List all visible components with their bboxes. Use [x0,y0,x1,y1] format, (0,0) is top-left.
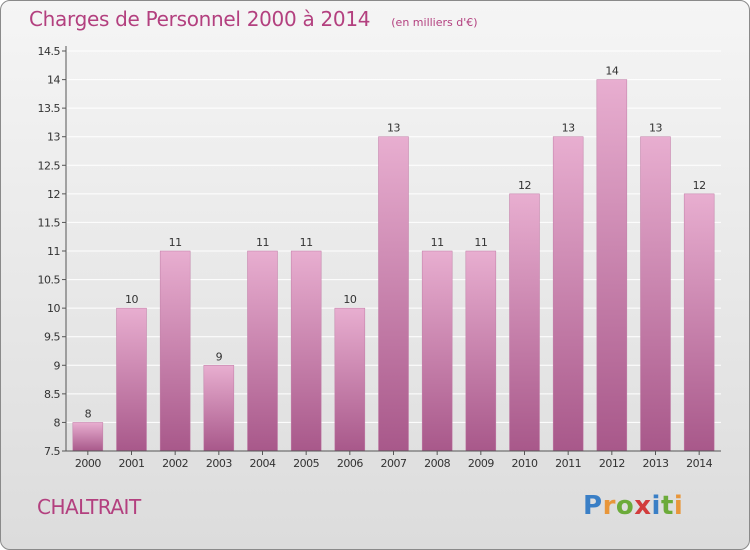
data-label: 13 [562,122,575,135]
logo-letter: i [651,491,661,521]
x-tick-label: 2004 [250,457,276,470]
x-tick-label: 2002 [162,457,188,470]
x-tick-label: 2014 [686,457,712,470]
bar-2009 [465,250,497,452]
logo-letter: P [583,491,603,521]
bar-2001 [116,307,147,452]
x-tick-label: 2009 [468,457,494,470]
data-label: 11 [474,236,487,249]
bar-2003 [203,365,235,452]
y-tick-label: 11.5 [38,216,61,229]
bar-2005 [290,250,322,452]
x-tick-label: 2006 [337,457,363,470]
y-tick-label: 11 [47,245,60,258]
data-label: 10 [343,293,356,306]
chart-title: Charges de Personnel 2000 à 2014 [29,7,371,31]
data-label: 13 [387,122,400,135]
logo-letter: r [602,491,616,521]
data-label: 11 [431,236,444,249]
proxiti-logo[interactable]: Proxiti [583,491,683,521]
y-tick-label: 12 [47,188,60,201]
title-line: Charges de Personnel 2000 à 2014 (en mil… [29,7,478,31]
data-label: 8 [85,407,92,420]
data-label: 11 [300,236,313,249]
data-label: 12 [518,179,531,192]
y-tick-label: 12.5 [38,159,61,172]
data-label: 11 [169,236,182,249]
y-tick-label: 13.5 [38,102,61,115]
bar-2013 [640,136,671,452]
bar-2004 [247,250,278,452]
bar-2008 [421,250,453,452]
y-tick-label: 10.5 [38,274,61,287]
y-tick-label: 13 [47,131,60,144]
chart-subtitle: (en milliers d'€) [391,16,478,29]
bar-2007 [378,136,409,452]
bar-2006 [334,307,366,452]
data-label: 9 [216,350,223,363]
x-tick-label: 2008 [424,457,450,470]
logo-letter: t [660,491,674,521]
y-tick-label: 9.5 [44,331,60,344]
logo-letter: o [615,491,635,521]
data-label: 10 [125,293,138,306]
x-tick-label: 2012 [599,457,625,470]
bar-2000 [72,422,104,452]
y-tick-label: 8 [54,416,61,429]
logo-letter: x [634,491,652,521]
x-tick-label: 2011 [555,457,581,470]
x-tick-label: 2000 [75,457,101,470]
bar-2002 [159,250,191,452]
data-label: 14 [605,65,618,78]
commune-name: CHALTRAIT [37,495,141,519]
data-label: 13 [649,122,662,135]
y-tick-label: 7.5 [44,445,60,458]
data-label: 12 [693,179,706,192]
x-tick-label: 2013 [643,457,669,470]
y-tick-label: 9 [54,359,61,372]
logo-letter: i [673,491,684,521]
x-tick-label: 2010 [512,457,538,470]
x-tick-label: 2001 [119,457,145,470]
bar-2011 [552,136,584,452]
x-tick-label: 2003 [206,457,232,470]
bar-2012 [596,79,628,452]
data-label: 11 [256,236,269,249]
y-tick-label: 14.5 [38,45,61,58]
y-tick-label: 10 [47,302,60,315]
bar-2010 [509,193,540,452]
y-tick-label: 14 [47,74,60,87]
x-tick-label: 2005 [293,457,319,470]
y-tick-label: 8.5 [44,388,60,401]
x-tick-label: 2007 [381,457,407,470]
bar-layer [72,79,715,452]
axis-layer: 7.5 8 8.5 9 9.5 10 10.5 11 11.5 12 12.5 13 13.5 14 14.… [38,45,721,470]
bar-2014 [683,193,715,452]
